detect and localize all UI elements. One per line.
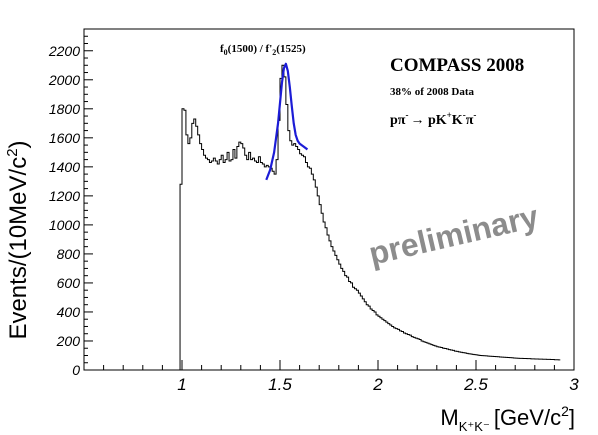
peak-label: f0(1500) / f'2(1525) bbox=[220, 43, 306, 57]
data-fraction-label: 38% of 2008 Data bbox=[390, 86, 475, 98]
y-tick-label: 400 bbox=[57, 304, 81, 320]
x-tick-label: 2 bbox=[372, 375, 383, 394]
y-axis-label: Events/(10MeV/c2) bbox=[4, 140, 32, 339]
y-tick-label: 1400 bbox=[49, 159, 80, 175]
x-tick-label: 1 bbox=[177, 375, 186, 394]
y-axis-ticks: 0 200 400 600 800 1000 1200 1400 1600 1800 2000 220… bbox=[48, 28, 93, 378]
y-tick-label: 1000 bbox=[49, 217, 80, 233]
preliminary-watermark: preliminary bbox=[365, 198, 541, 272]
y-tick-label: 1600 bbox=[49, 130, 80, 146]
y-tick-label: 600 bbox=[57, 275, 81, 291]
fit-curve bbox=[265, 62, 309, 181]
y-tick-label: 2200 bbox=[48, 43, 80, 59]
x-tick-label: 3 bbox=[569, 375, 579, 394]
y-tick-label: 1200 bbox=[49, 188, 80, 204]
series-layer bbox=[178, 62, 561, 371]
y-tick-label: 800 bbox=[57, 246, 81, 262]
reaction-label: pπ- → pK+K-π- bbox=[390, 110, 476, 128]
y-tick-label: 1800 bbox=[49, 101, 80, 117]
x-tick-label: 1.5 bbox=[268, 375, 292, 394]
x-tick-label: 2.5 bbox=[463, 375, 488, 394]
y-tick-label: 2000 bbox=[48, 72, 80, 88]
plot-frame bbox=[83, 28, 575, 371]
x-axis-label: MK⁺K⁻ [GeV/c2] bbox=[440, 403, 575, 434]
histogram-series bbox=[178, 64, 561, 371]
y-tick-label: 200 bbox=[56, 333, 81, 349]
x-axis-ticks: 1 1.5 2 2.5 3 bbox=[103, 360, 579, 394]
y-tick-label: 0 bbox=[72, 362, 80, 378]
experiment-title: COMPASS 2008 bbox=[390, 55, 524, 76]
